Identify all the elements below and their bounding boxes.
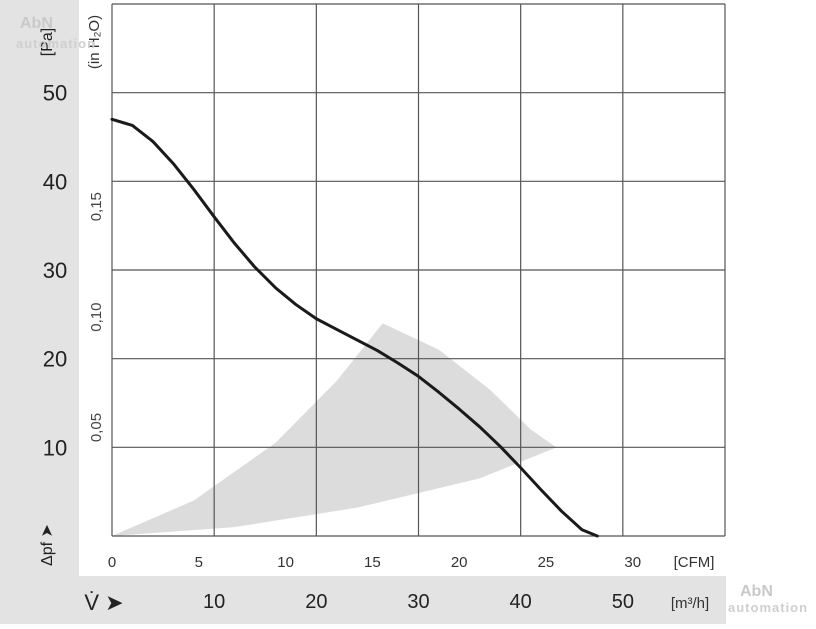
pa-tick-label: 40 [43, 169, 67, 194]
pa-axis-label: [Pa] [39, 28, 56, 56]
watermark-brand-top: AbN [20, 15, 53, 32]
in-h2o-tick-label: 0,05 [88, 413, 105, 442]
in-h2o-tick-label: 0,10 [88, 303, 105, 332]
cfm-tick-label: 30 [624, 554, 641, 571]
cfm-tick-label: 20 [451, 554, 468, 571]
operating-region [112, 323, 557, 536]
flow-axis-symbol: V̇ ➤ [84, 590, 123, 615]
fan-curve-line [110, 117, 599, 538]
watermark-brand-bottom: AbN [740, 583, 773, 600]
m3h-tick-label: 50 [612, 591, 634, 613]
cfm-tick-label: 15 [364, 554, 381, 571]
pressure-axis-symbol: Δpf ➤ [39, 524, 56, 566]
watermark: AbN automation AbN automation [16, 15, 808, 615]
m3h-tick-label: 30 [407, 591, 429, 613]
cfm-tick-label: 0 [108, 554, 116, 571]
cfm-tick-label: 5 [195, 554, 203, 571]
bottom-axis-band [79, 576, 726, 624]
pa-tick-label: 50 [43, 81, 67, 106]
cfm-axis-label: [CFM] [674, 554, 715, 571]
cfm-tick-label: 10 [277, 554, 294, 571]
m3h-axis-label: [m³/h] [671, 595, 709, 612]
pa-tick-label: 30 [43, 258, 67, 283]
watermark-sub-bottom: automation [728, 600, 808, 615]
m3h-tick-label: 10 [203, 591, 225, 613]
left-axis-band [0, 0, 79, 624]
watermark-sub-top: automation [16, 36, 96, 51]
in-h2o-axis-label: (in H₂O) [86, 15, 103, 69]
in-h2o-tick-label: 0,15 [88, 192, 105, 221]
m3h-tick-label: 20 [305, 591, 327, 613]
m3h-tick-label: 40 [510, 591, 532, 613]
cfm-tick-label: 25 [538, 554, 555, 571]
pa-tick-label: 20 [43, 347, 67, 372]
pa-tick-label: 10 [43, 435, 67, 460]
